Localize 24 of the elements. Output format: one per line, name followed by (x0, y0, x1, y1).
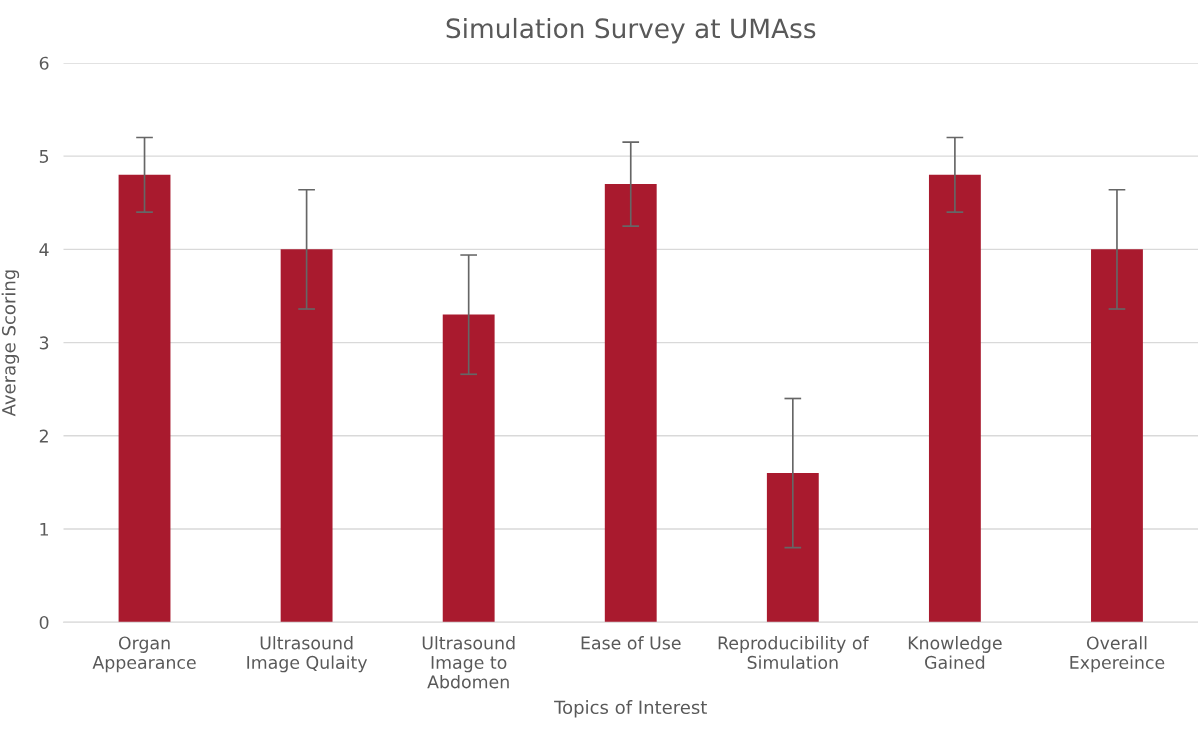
chart-title: Simulation Survey at UMAss (446, 17, 816, 44)
bar (118, 174, 171, 623)
x-tick-label: Ultrasound Image Qulaity (247, 636, 368, 673)
x-axis-title: Topics of Interest (554, 700, 707, 718)
bar (928, 174, 981, 623)
y-tick-label: 6 (39, 56, 49, 70)
y-tick-label: 0 (39, 615, 49, 630)
bar (1091, 249, 1143, 623)
y-tick-label: 1 (40, 522, 48, 536)
y-tick-label: 2 (39, 429, 48, 443)
y-tick-label: 4 (39, 243, 49, 256)
x-tick-label: Reproducibility of Simulation (718, 636, 869, 669)
y-tick-label: 3 (39, 336, 49, 350)
x-tick-label: Ease of Use (581, 636, 681, 650)
bar (766, 473, 819, 623)
bar (280, 249, 333, 623)
x-tick-label: Overall Expereince (1070, 636, 1165, 673)
x-tick-label: Ultrasound Image to Abdomen (422, 636, 515, 689)
y-axis-title: Average Scoring (1, 270, 20, 417)
x-tick-label: Organ Appearance (92, 636, 196, 673)
x-tick-label: Knowledge Gained (908, 636, 1002, 669)
y-tick-label: 5 (39, 150, 49, 163)
bar (442, 314, 495, 623)
bar (604, 184, 657, 623)
